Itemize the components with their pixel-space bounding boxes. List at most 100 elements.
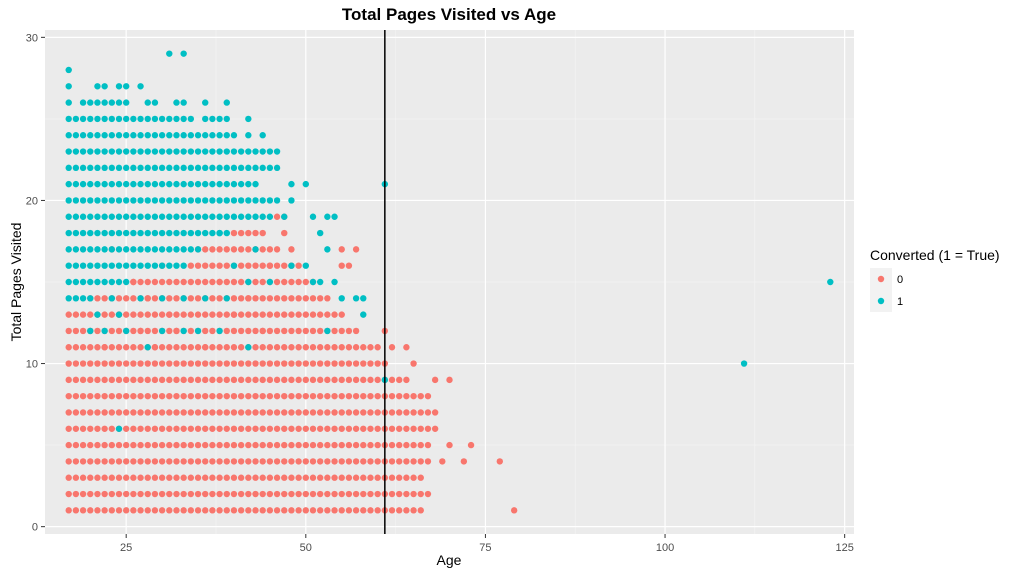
point	[338, 376, 345, 384]
point	[108, 295, 116, 302]
point	[223, 392, 230, 400]
point	[122, 295, 130, 302]
point	[94, 474, 101, 481]
point	[101, 327, 108, 335]
point	[79, 246, 87, 253]
point	[180, 213, 187, 220]
point	[151, 229, 159, 237]
point	[245, 425, 252, 432]
point	[144, 278, 151, 286]
point	[367, 507, 374, 514]
point	[151, 360, 159, 367]
point	[115, 229, 123, 237]
point	[108, 474, 116, 481]
point	[316, 278, 324, 286]
point	[122, 83, 130, 90]
point	[108, 344, 116, 351]
point	[187, 490, 195, 498]
point	[252, 229, 259, 237]
point	[87, 132, 94, 139]
point	[173, 99, 180, 106]
point	[180, 425, 187, 432]
point	[122, 458, 130, 465]
point	[309, 490, 317, 498]
point	[173, 441, 180, 449]
point	[417, 409, 424, 416]
point	[180, 197, 187, 204]
point	[122, 115, 130, 123]
point	[223, 458, 230, 465]
point	[295, 392, 302, 400]
point	[223, 115, 230, 123]
point	[223, 246, 230, 253]
point	[424, 441, 432, 449]
point	[202, 327, 209, 335]
point	[223, 474, 230, 481]
y-tick-label: 0	[32, 522, 38, 534]
point	[194, 392, 202, 400]
point	[137, 262, 144, 269]
point	[187, 148, 195, 155]
point	[230, 132, 238, 139]
point	[388, 441, 396, 449]
point	[252, 262, 259, 269]
point	[101, 425, 108, 432]
point	[72, 360, 80, 367]
point	[266, 392, 274, 400]
point	[288, 327, 295, 335]
point	[65, 262, 72, 269]
point	[237, 148, 245, 155]
point	[410, 474, 417, 481]
point	[324, 360, 331, 367]
point	[122, 392, 130, 400]
point	[230, 441, 238, 449]
point	[115, 441, 123, 449]
point	[281, 229, 288, 237]
point	[202, 164, 209, 172]
point	[79, 409, 87, 416]
point	[367, 392, 374, 400]
point	[338, 311, 345, 318]
point	[259, 132, 266, 139]
point	[345, 425, 353, 432]
point	[137, 507, 144, 514]
point	[187, 246, 195, 253]
point	[101, 376, 108, 384]
point	[309, 409, 317, 416]
point	[388, 507, 396, 514]
point	[309, 474, 317, 481]
point	[79, 425, 87, 432]
point	[94, 360, 101, 367]
point	[288, 507, 295, 514]
point	[101, 474, 108, 481]
point	[237, 490, 245, 498]
point	[245, 115, 252, 123]
point	[72, 180, 80, 188]
point	[137, 311, 144, 318]
point	[360, 441, 367, 449]
point	[245, 213, 252, 220]
point	[166, 344, 173, 351]
point	[166, 490, 173, 498]
point	[281, 344, 288, 351]
point	[281, 425, 288, 432]
point	[216, 360, 223, 367]
point	[316, 229, 324, 237]
point	[302, 392, 310, 400]
point	[166, 229, 173, 237]
point	[324, 344, 331, 351]
point	[302, 295, 310, 302]
point	[173, 262, 180, 269]
point	[158, 295, 166, 302]
point	[403, 507, 410, 514]
point	[144, 132, 151, 139]
point	[72, 311, 80, 318]
point	[108, 132, 116, 139]
point	[180, 295, 187, 302]
point	[194, 311, 202, 318]
point	[158, 197, 166, 204]
point	[216, 246, 223, 253]
point	[410, 425, 417, 432]
point	[331, 425, 338, 432]
point	[302, 180, 310, 188]
